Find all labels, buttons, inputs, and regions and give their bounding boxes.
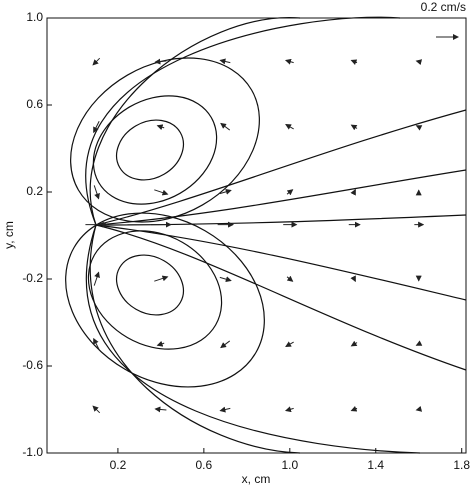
vector-arrow — [415, 59, 423, 66]
vector-arrow — [154, 275, 169, 282]
y-tick-label: 0.6 — [26, 97, 43, 111]
vector-arrow — [350, 275, 356, 283]
vector-arrow — [284, 58, 294, 65]
plot-frame — [46, 17, 467, 454]
vector-arrow — [285, 124, 294, 130]
vector-arrow — [286, 189, 294, 196]
vector-arrow — [93, 121, 100, 134]
vector-arrow — [415, 340, 423, 346]
y-axis-label: y, cm — [2, 221, 16, 249]
vector-arrow — [93, 185, 100, 200]
x-tick-label: 1.4 — [367, 458, 384, 472]
vector-arrow — [156, 124, 165, 131]
vector-arrow — [93, 337, 100, 350]
x-tick-label: 1.0 — [281, 458, 298, 472]
vector-arrow — [219, 188, 232, 195]
vector-arrow — [350, 405, 358, 412]
y-tick-label: 1.0 — [26, 10, 43, 24]
vector-arrow — [415, 125, 423, 131]
vector-arrow — [219, 406, 231, 413]
vector-arrow — [154, 58, 167, 65]
x-axis-label: x, cm — [242, 472, 271, 486]
vector-arrow — [285, 341, 294, 347]
y-tick-label: 0.2 — [26, 184, 43, 198]
vector-arrow — [156, 340, 165, 347]
vector-arrow — [93, 271, 100, 286]
vector-arrow — [92, 405, 101, 414]
reference-label: 0.2 cm/s — [421, 0, 466, 14]
x-tick-label: 1.8 — [453, 458, 470, 472]
vector-arrow — [220, 122, 231, 131]
vector-arrow — [415, 405, 423, 412]
vector-arrow — [219, 276, 232, 283]
streamlines — [65, 16, 467, 454]
y-tick-label: -0.2 — [22, 271, 43, 285]
y-tick-label: -1.0 — [22, 445, 43, 459]
vector-arrow — [92, 57, 101, 66]
vector-arrow — [154, 406, 167, 413]
y-tick-label: -0.6 — [22, 358, 43, 372]
vector-arrow — [220, 340, 231, 349]
vector-arrow — [219, 58, 231, 65]
vector-arrow — [284, 406, 294, 413]
vector-arrow — [350, 124, 358, 131]
x-tick-label: 0.6 — [196, 458, 213, 472]
x-tick-label: 0.2 — [110, 458, 127, 472]
vector-arrow — [350, 188, 356, 196]
vector-arrow — [154, 189, 169, 196]
vector-arrow — [350, 59, 358, 66]
vector-arrow — [286, 275, 294, 282]
vector-arrow — [350, 340, 358, 347]
